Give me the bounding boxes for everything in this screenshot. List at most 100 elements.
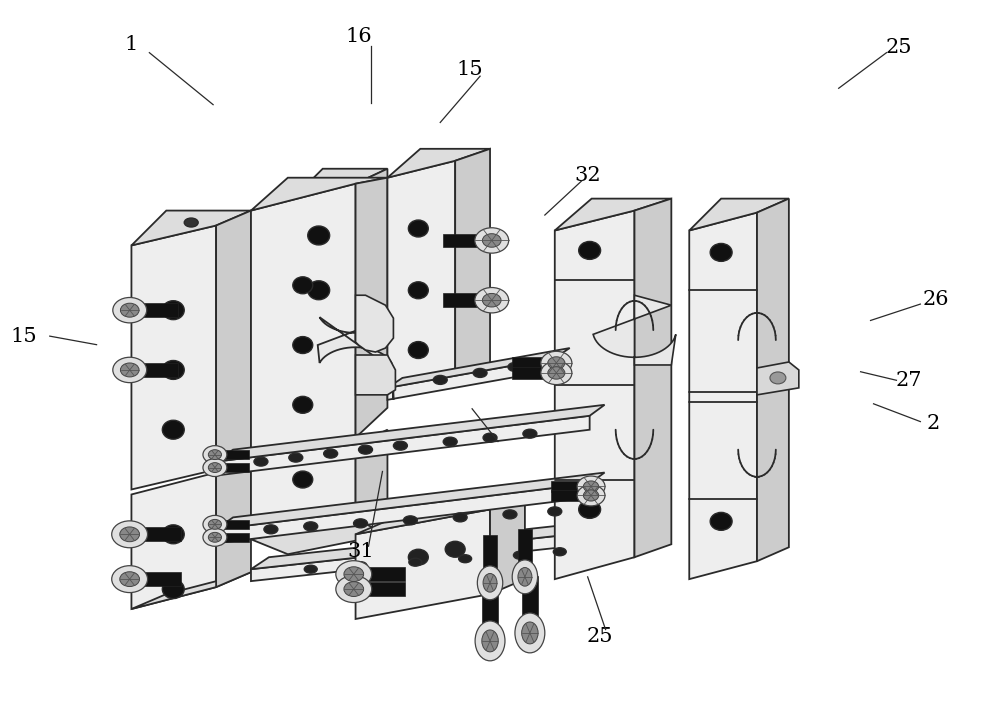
Polygon shape xyxy=(356,509,490,619)
Polygon shape xyxy=(356,178,387,438)
Polygon shape xyxy=(757,362,799,395)
Polygon shape xyxy=(131,363,178,377)
Ellipse shape xyxy=(354,519,368,528)
Polygon shape xyxy=(251,521,608,569)
Ellipse shape xyxy=(208,450,221,460)
Ellipse shape xyxy=(522,622,538,644)
Polygon shape xyxy=(490,495,525,594)
Ellipse shape xyxy=(553,548,566,556)
Ellipse shape xyxy=(162,301,184,320)
Text: 26: 26 xyxy=(923,290,950,309)
Polygon shape xyxy=(356,295,393,352)
Ellipse shape xyxy=(548,507,562,516)
Ellipse shape xyxy=(113,297,147,323)
Ellipse shape xyxy=(482,234,501,247)
Ellipse shape xyxy=(482,293,501,307)
Ellipse shape xyxy=(579,242,601,260)
Text: 17: 17 xyxy=(475,426,501,445)
Text: 25: 25 xyxy=(885,38,912,57)
Ellipse shape xyxy=(208,463,221,473)
Ellipse shape xyxy=(577,476,605,497)
Ellipse shape xyxy=(443,437,457,446)
Ellipse shape xyxy=(541,351,572,375)
Ellipse shape xyxy=(324,449,338,458)
Polygon shape xyxy=(131,527,181,541)
Polygon shape xyxy=(482,584,498,639)
Ellipse shape xyxy=(453,513,467,522)
Polygon shape xyxy=(216,483,590,543)
Ellipse shape xyxy=(503,510,517,519)
Text: 2: 2 xyxy=(927,413,940,433)
Polygon shape xyxy=(757,199,789,561)
Text: 32: 32 xyxy=(574,167,601,185)
Polygon shape xyxy=(131,473,216,609)
Text: 15: 15 xyxy=(457,59,483,79)
Ellipse shape xyxy=(120,303,139,317)
Polygon shape xyxy=(512,357,555,369)
Polygon shape xyxy=(131,572,181,586)
Ellipse shape xyxy=(203,458,227,476)
Ellipse shape xyxy=(112,521,148,548)
Ellipse shape xyxy=(445,541,465,557)
Ellipse shape xyxy=(513,551,526,559)
Ellipse shape xyxy=(344,567,364,581)
Ellipse shape xyxy=(162,360,184,380)
Ellipse shape xyxy=(508,363,522,372)
Ellipse shape xyxy=(359,445,372,454)
Ellipse shape xyxy=(473,368,487,378)
Ellipse shape xyxy=(541,361,572,385)
Ellipse shape xyxy=(112,566,148,593)
Text: 25: 25 xyxy=(586,627,613,646)
Ellipse shape xyxy=(583,490,599,501)
Ellipse shape xyxy=(162,580,184,598)
Ellipse shape xyxy=(475,287,509,313)
Ellipse shape xyxy=(203,516,227,533)
Polygon shape xyxy=(689,199,789,230)
Polygon shape xyxy=(387,161,455,392)
Polygon shape xyxy=(216,458,251,587)
Ellipse shape xyxy=(354,562,367,570)
Ellipse shape xyxy=(120,572,140,586)
Ellipse shape xyxy=(293,471,313,488)
Polygon shape xyxy=(387,348,570,388)
Ellipse shape xyxy=(162,420,184,439)
Polygon shape xyxy=(443,234,490,247)
Text: 1: 1 xyxy=(125,34,138,54)
Ellipse shape xyxy=(770,372,786,384)
Polygon shape xyxy=(291,169,387,201)
Text: 27: 27 xyxy=(895,371,922,390)
Ellipse shape xyxy=(482,630,498,652)
Ellipse shape xyxy=(113,358,147,383)
Polygon shape xyxy=(689,212,757,579)
Ellipse shape xyxy=(120,527,140,542)
Ellipse shape xyxy=(403,516,417,525)
Ellipse shape xyxy=(579,500,601,518)
Ellipse shape xyxy=(293,277,313,294)
Ellipse shape xyxy=(483,433,497,442)
Ellipse shape xyxy=(208,519,221,529)
Ellipse shape xyxy=(577,485,605,506)
Polygon shape xyxy=(251,445,356,539)
Ellipse shape xyxy=(203,528,227,546)
Text: 15: 15 xyxy=(11,327,37,345)
Polygon shape xyxy=(251,178,387,211)
Polygon shape xyxy=(131,225,216,490)
Ellipse shape xyxy=(408,220,428,237)
Polygon shape xyxy=(251,533,590,581)
Ellipse shape xyxy=(583,481,599,492)
Ellipse shape xyxy=(475,621,505,661)
Ellipse shape xyxy=(548,367,565,379)
Ellipse shape xyxy=(518,568,532,586)
Polygon shape xyxy=(216,405,605,462)
Ellipse shape xyxy=(120,363,139,377)
Ellipse shape xyxy=(710,243,732,262)
Polygon shape xyxy=(216,416,590,475)
Ellipse shape xyxy=(523,429,537,438)
Ellipse shape xyxy=(408,342,428,358)
Ellipse shape xyxy=(408,282,428,299)
Polygon shape xyxy=(216,463,249,473)
Polygon shape xyxy=(356,169,387,328)
Polygon shape xyxy=(291,184,356,345)
Ellipse shape xyxy=(710,513,732,531)
Polygon shape xyxy=(356,495,525,534)
